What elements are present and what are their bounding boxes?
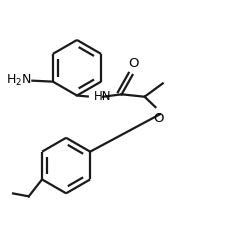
Text: O: O: [128, 57, 139, 70]
Text: H$_2$N: H$_2$N: [6, 73, 31, 88]
Text: O: O: [153, 112, 164, 125]
Text: HN: HN: [94, 90, 111, 103]
